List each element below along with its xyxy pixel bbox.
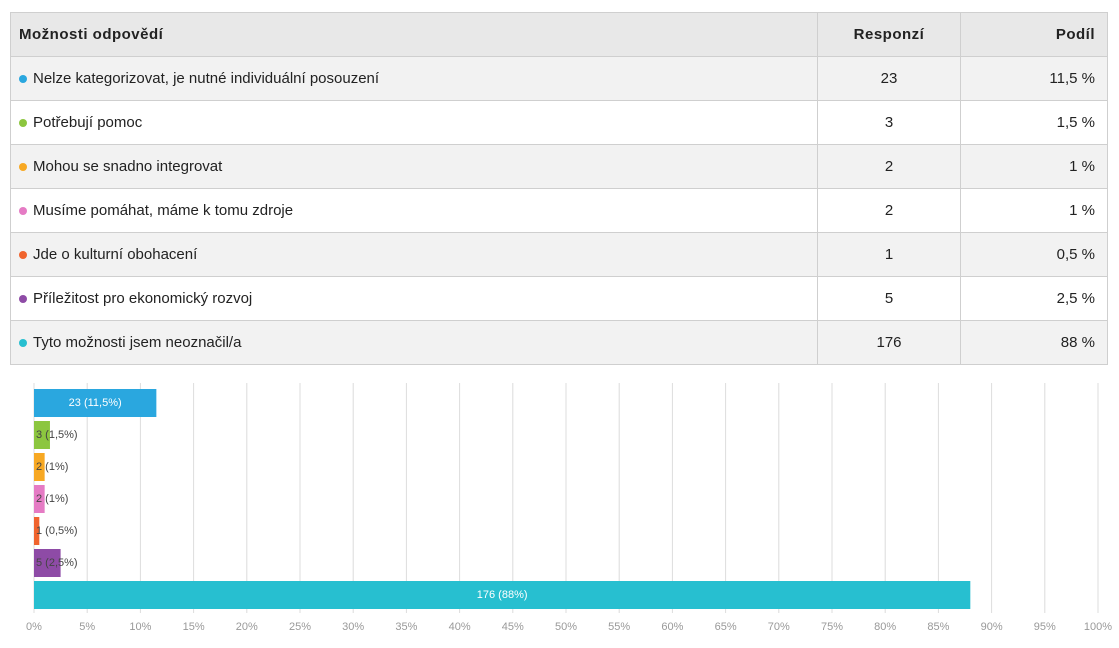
table-cell: Potřebují pomoc [10, 100, 818, 145]
bar [34, 517, 40, 545]
table-cell: Tyto možnosti jsem neoznačil/a [10, 320, 818, 365]
cell-text: Tyto možnosti jsem neoznačil/a [33, 334, 242, 351]
cell-text: 1 % [1069, 158, 1095, 175]
cell-text: 3 [884, 114, 894, 131]
cell-text: 88 % [1060, 334, 1095, 351]
header-cell: Responzí [817, 12, 961, 57]
table-row: Příležitost pro ekonomický rozvoj 5 2,5 % [10, 276, 1108, 321]
x-tick-label: 65% [715, 621, 737, 633]
legend-dot [19, 75, 27, 84]
x-tick-label: 15% [183, 621, 205, 633]
table-row: Musíme pomáhat, máme k tomu zdroje 2 1 % [10, 188, 1108, 233]
cell-text: 2,5 % [1056, 290, 1095, 307]
x-tick-label: 95% [1034, 621, 1056, 633]
bar [34, 485, 45, 513]
value-label: 2 (1%) [36, 493, 68, 505]
header-cell: Podíl [960, 12, 1108, 57]
table-cell: 88 % [960, 320, 1108, 365]
results-table: Možnosti odpovědí Responzí Podíl Nelze kate… [10, 12, 1108, 365]
value-label: 5 (2,5%) [36, 557, 78, 569]
x-tick-label: 70% [768, 621, 790, 633]
legend-dot [19, 295, 27, 304]
cell-text: 23 [880, 70, 898, 87]
value-label: 3 (1,5%) [36, 429, 78, 441]
x-tick-label: 25% [289, 621, 311, 633]
legend-dot [19, 207, 27, 216]
value-label: 176 (88%) [477, 589, 528, 601]
bar [34, 549, 61, 577]
legend-dot [19, 163, 27, 172]
value-label: 23 (11,5%) [69, 397, 122, 409]
table-cell: Mohou se snadno integrovat [10, 144, 818, 189]
bar [34, 581, 971, 609]
table-cell: 176 [817, 320, 961, 365]
header-cell: Možnosti odpovědí [10, 12, 818, 57]
table-cell: 5 [817, 276, 961, 321]
value-label: 2 (1%) [36, 461, 68, 473]
cell-text: 1,5 % [1056, 114, 1095, 131]
table-cell: Jde o kulturní obohacení [10, 232, 818, 277]
cell-text: 176 [876, 334, 902, 351]
cell-text: 1 [884, 246, 894, 263]
header-row: Možnosti odpovědí Responzí Podíl [10, 12, 1108, 57]
table-cell: 1 % [960, 144, 1108, 189]
x-tick-label: 20% [236, 621, 258, 633]
table-cell: Musíme pomáhat, máme k tomu zdroje [10, 188, 818, 233]
x-tick-label: 5% [79, 621, 95, 633]
cell-text: 0,5 % [1056, 246, 1095, 263]
table-cell: 1 % [960, 188, 1108, 233]
x-tick-label: 80% [874, 621, 896, 633]
table-cell: Nelze kategorizovat, je nutné individuál… [10, 56, 818, 101]
legend-dot [19, 119, 27, 128]
table-cell: 2,5 % [960, 276, 1108, 321]
x-tick-label: 100% [1084, 621, 1112, 633]
table-cell: 0,5 % [960, 232, 1108, 277]
x-tick-label: 50% [555, 621, 577, 633]
cell-text: 5 [884, 290, 894, 307]
cell-text: 2 [884, 158, 894, 175]
legend-dot [19, 339, 27, 348]
chart: 0% 5% 10% 15% 20% 25% 30% 35% 40% 45% 50% 55% 60% 65%… [26, 383, 1112, 633]
cell-text: 11,5 % [1049, 70, 1095, 87]
x-tick-label: 75% [821, 621, 843, 633]
value-label: 1 (0,5%) [36, 525, 78, 537]
x-tick-label: 60% [661, 621, 683, 633]
x-tick-label: 85% [927, 621, 949, 633]
table-row: Mohou se snadno integrovat 2 1 % [10, 144, 1108, 189]
cell-text: Příležitost pro ekonomický rozvoj [33, 290, 253, 307]
table-cell: 2 [817, 188, 961, 233]
legend-dot [19, 251, 27, 260]
table-row: Tyto možnosti jsem neoznačil/a 176 88 % [10, 320, 1108, 365]
cell-text: Mohou se snadno integrovat [33, 158, 223, 175]
cell-text: Jde o kulturní obohacení [33, 246, 198, 263]
table-row: Jde o kulturní obohacení 1 0,5 % [10, 232, 1108, 277]
x-tick-label: 40% [449, 621, 471, 633]
bar [34, 389, 157, 417]
table-cell: 1,5 % [960, 100, 1108, 145]
bar [34, 421, 50, 449]
x-tick-label: 0% [26, 621, 42, 633]
table-cell: Příležitost pro ekonomický rozvoj [10, 276, 818, 321]
x-tick-label: 55% [608, 621, 630, 633]
cell-text: Potřebují pomoc [33, 114, 143, 131]
x-tick-label: 10% [129, 621, 151, 633]
table-cell: 11,5 % [960, 56, 1108, 101]
table-cell: 1 [817, 232, 961, 277]
table-row: Potřebují pomoc 3 1,5 % [10, 100, 1108, 145]
x-tick-label: 35% [395, 621, 417, 633]
table-cell: 2 [817, 144, 961, 189]
bar [34, 453, 45, 481]
table-cell: 3 [817, 100, 961, 145]
table-cell: 23 [817, 56, 961, 101]
cell-text: 1 % [1069, 202, 1095, 219]
table-row: Nelze kategorizovat, je nutné individuál… [10, 56, 1108, 101]
cell-text: 2 [884, 202, 894, 219]
cell-text: Nelze kategorizovat, je nutné individuál… [33, 70, 380, 87]
x-tick-label: 30% [342, 621, 364, 633]
cell-text: Musíme pomáhat, máme k tomu zdroje [33, 202, 294, 219]
x-tick-label: 90% [981, 621, 1003, 633]
x-tick-label: 45% [502, 621, 524, 633]
